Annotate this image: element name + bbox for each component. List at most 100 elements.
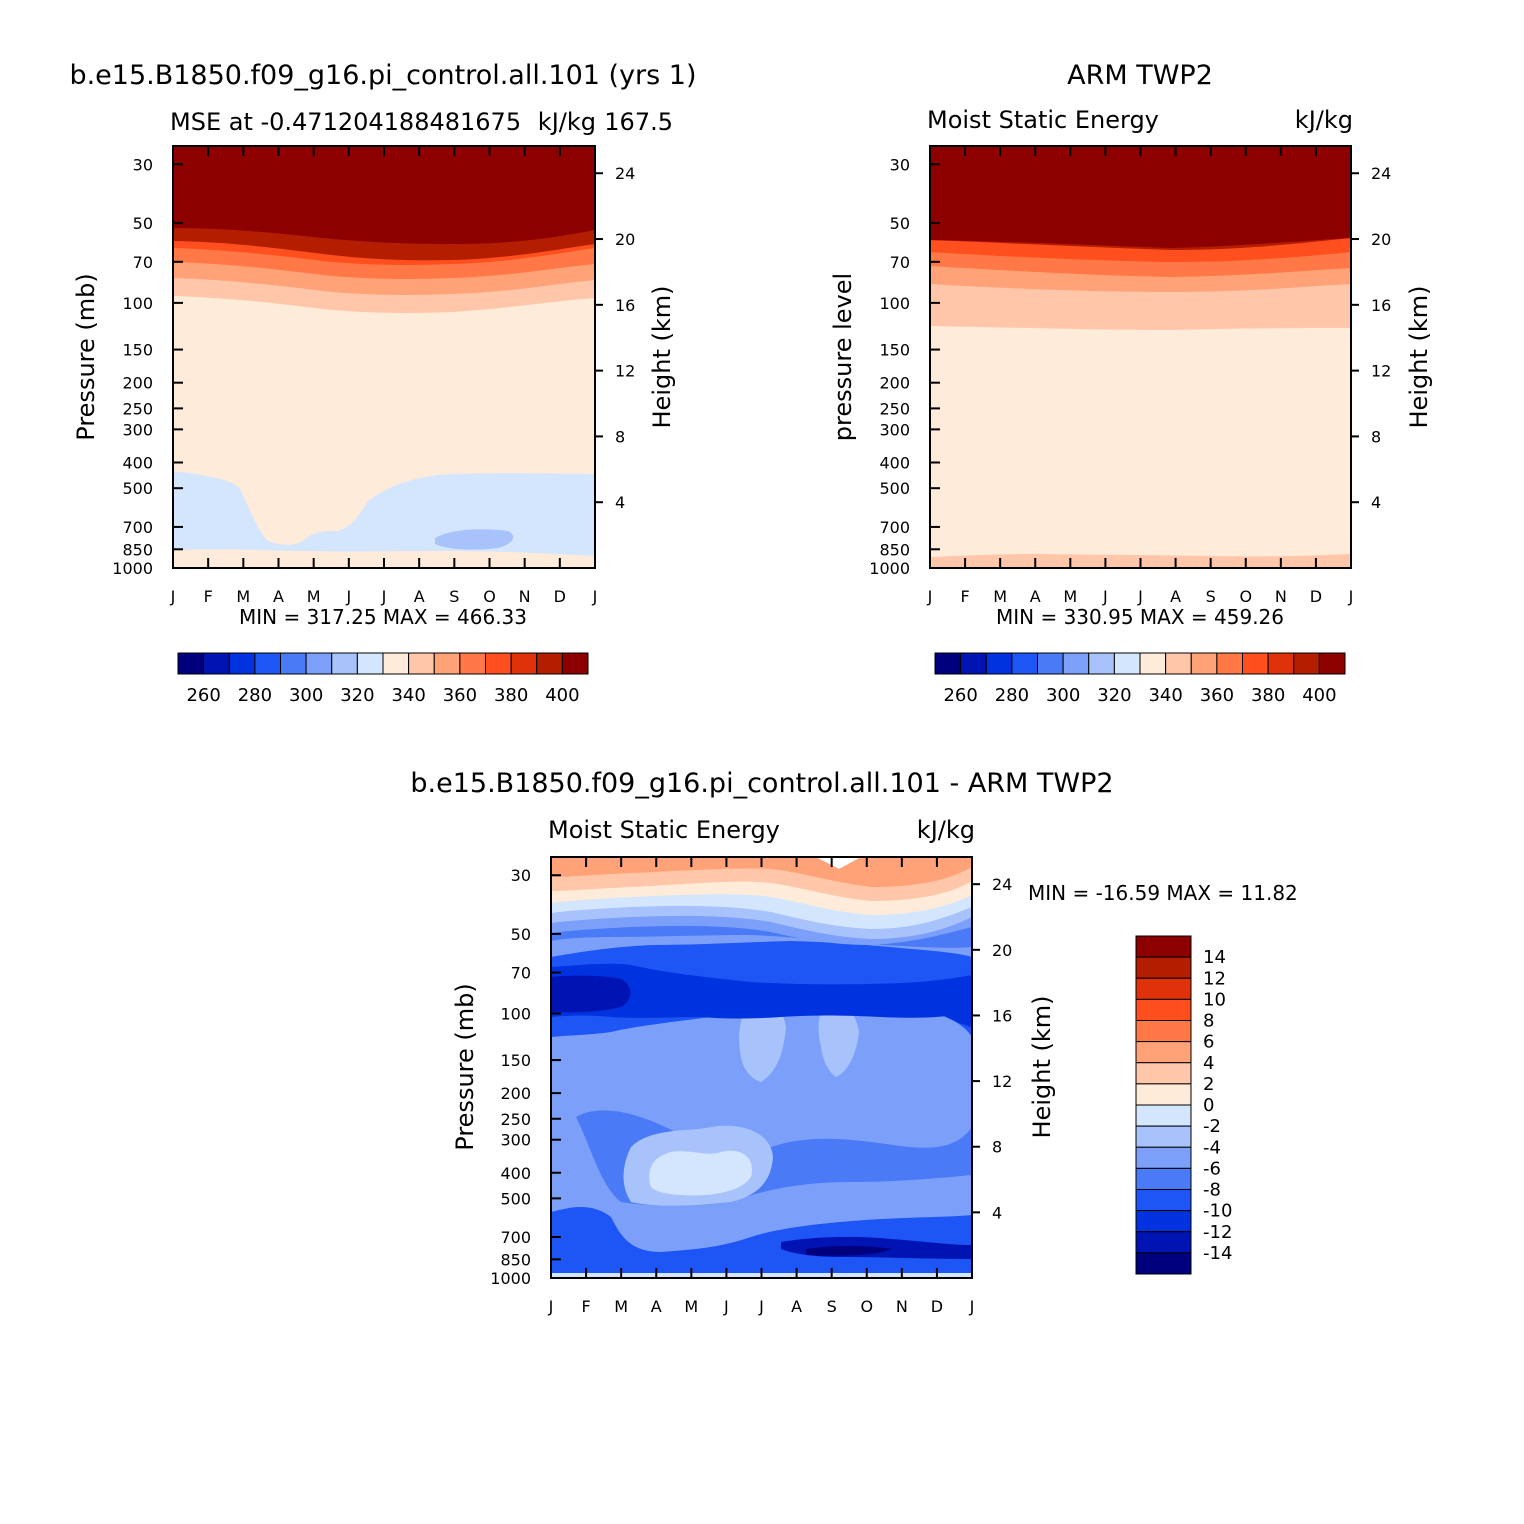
model-subtitle-extra: 167.5 <box>604 108 673 136</box>
model-height-tick-label: 12 <box>615 362 635 381</box>
obs-xtick-label: A <box>1030 587 1041 606</box>
model-colorbar-label: 300 <box>289 685 323 706</box>
model-ytick-label: 200 <box>122 374 153 393</box>
diff-xtick-label: S <box>827 1297 837 1316</box>
diff-ytick-label: 200 <box>500 1084 531 1103</box>
obs-xtick-label: D <box>1310 587 1322 606</box>
obs-colorbar-box <box>1216 652 1243 675</box>
diff-xtick-label: O <box>860 1297 873 1316</box>
diff-ylabel-right: Height (km) <box>1028 996 1056 1139</box>
obs-subtitle-left: Moist Static Energy <box>927 106 1159 134</box>
diff-colorbar-label: 2 <box>1203 1074 1214 1095</box>
model-height-tick-label: 20 <box>615 230 635 249</box>
diff-colorbar-box <box>1135 1210 1192 1233</box>
diff-xtick-label: J <box>969 1297 975 1316</box>
diff-colorbar-box <box>1135 1167 1192 1190</box>
model-colorbar-box <box>331 652 358 675</box>
diff-xtick-label: J <box>723 1297 729 1316</box>
model-xtick-label: M <box>307 587 321 606</box>
model-ytick-label: 300 <box>122 420 153 439</box>
model-colorbar-box <box>228 652 256 675</box>
model-ytick-label: 850 <box>122 540 153 559</box>
obs-colorbar-label: 360 <box>1200 685 1234 706</box>
panel-model: b.e15.B1850.f09_g16.pi_control.all.101 (… <box>69 60 696 706</box>
model-xtick-label: A <box>273 587 284 606</box>
model-colorbar-box <box>561 652 589 675</box>
obs-colorbar-label: 320 <box>1097 685 1131 706</box>
obs-minmax: MIN = 330.95 MAX = 459.26 <box>996 605 1284 629</box>
obs-subtitle-right: kJ/kg <box>1295 106 1353 134</box>
diff-ytick-label: 850 <box>500 1250 531 1269</box>
obs-colorbar-box <box>1293 652 1320 675</box>
obs-colorbar-box <box>934 652 962 675</box>
obs-colorbar-box <box>1242 652 1269 675</box>
model-ytick-label: 30 <box>133 155 153 174</box>
diff-subtitle-left: Moist Static Energy <box>548 816 780 844</box>
diff-ytick-label: 150 <box>500 1051 531 1070</box>
obs-xtick-label: S <box>1206 587 1216 606</box>
diff-height-tick-label: 4 <box>992 1203 1002 1222</box>
model-colorbar-label: 280 <box>238 685 272 706</box>
model-colorbar-box <box>254 652 281 675</box>
model-height-tick-label: 16 <box>615 296 635 315</box>
diff-xtick-label: M <box>684 1297 698 1316</box>
obs-colorbar-label: 280 <box>995 685 1029 706</box>
model-colorbar-label: 360 <box>443 685 477 706</box>
obs-ytick-label: 300 <box>879 420 910 439</box>
obs-xtick-label: J <box>927 587 933 606</box>
diff-plot-area <box>551 857 972 1278</box>
diff-ytick-label: 100 <box>500 1005 531 1024</box>
diff-ytick-label: 250 <box>500 1110 531 1129</box>
diff-ytick-label: 500 <box>500 1189 531 1208</box>
obs-axes: J F M A M J J A S O N D J 30 50 70 100 150 200 250 300 400 500… <box>869 146 1391 606</box>
diff-colorbar-box <box>1135 1252 1192 1275</box>
model-xtick-label: J <box>381 587 387 606</box>
diff-colorbar-box <box>1135 1231 1192 1254</box>
diff-colorbar-box <box>1135 1041 1192 1064</box>
diff-colorbar-label: -4 <box>1203 1137 1221 1158</box>
obs-ytick-label: 400 <box>879 454 910 473</box>
model-ytick-label: 700 <box>122 518 153 537</box>
obs-main-title: ARM TWP2 <box>1067 60 1213 91</box>
diff-colorbar-label: 0 <box>1203 1095 1214 1116</box>
model-colorbar-label: 380 <box>494 685 528 706</box>
diff-band-mid-bubble-b <box>818 998 859 1077</box>
model-colorbar-box <box>382 652 410 675</box>
obs-colorbar-box <box>1037 652 1064 675</box>
model-ylabel: Pressure (mb) <box>72 273 100 440</box>
obs-xtick-label: N <box>1275 587 1287 606</box>
obs-height-tick-label: 12 <box>1371 362 1391 381</box>
model-ytick-label: 50 <box>133 214 153 233</box>
diff-colorbar-box <box>1135 977 1192 1000</box>
diff-colorbar-box <box>1135 935 1192 958</box>
obs-colorbar-box <box>1088 652 1115 675</box>
diff-ylabel: Pressure (mb) <box>451 983 479 1150</box>
model-plot-area <box>173 146 595 568</box>
obs-ylabel-right: Height (km) <box>1405 286 1433 429</box>
diff-colorbar-box <box>1135 1125 1192 1148</box>
obs-ytick-label: 100 <box>879 294 910 313</box>
diff-band-lower-core <box>806 1246 891 1256</box>
diff-colorbar-label: 12 <box>1203 968 1226 989</box>
panel-diff: b.e15.B1850.f09_g16.pi_control.all.101 -… <box>410 768 1297 1316</box>
obs-colorbar-label: 300 <box>1046 685 1080 706</box>
obs-colorbar-box <box>1139 652 1167 675</box>
model-ytick-label: 1000 <box>112 559 153 578</box>
diff-xtick-label: A <box>791 1297 802 1316</box>
diff-colorbar-label: -10 <box>1203 1201 1232 1222</box>
model-ytick-label: 500 <box>122 479 153 498</box>
obs-ytick-label: 50 <box>890 214 910 233</box>
model-colorbar-box <box>536 652 563 675</box>
model-band-dark-red <box>173 146 595 244</box>
diff-height-tick-label: 20 <box>992 941 1012 960</box>
obs-height-tick-label: 8 <box>1371 427 1381 446</box>
diff-colorbar-label: -12 <box>1203 1222 1232 1243</box>
obs-colorbar-box <box>1062 652 1090 675</box>
obs-xtick-label: J <box>1348 587 1354 606</box>
diff-colorbar-box <box>1135 956 1192 979</box>
obs-band-dark-red <box>930 146 1351 248</box>
obs-ytick-label: 700 <box>879 518 910 537</box>
